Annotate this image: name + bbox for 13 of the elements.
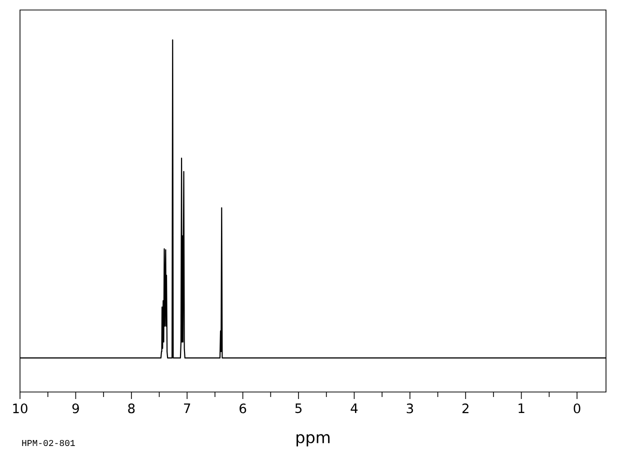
x-tick-label: 6 (240, 404, 246, 414)
x-tick-label: 1 (518, 404, 524, 413)
x-tick-label: 4 (350, 404, 358, 413)
x-tick-label: 5 (295, 404, 302, 414)
text: HPM-02-801 (22, 440, 75, 446)
x-tick-label: 2 (462, 404, 468, 414)
x-tick-label: 10 (13, 404, 28, 414)
x-tick-label: 7 (184, 404, 190, 413)
x-tick-label: 8 (128, 404, 135, 414)
x-tick-label: 9 (72, 404, 79, 414)
x-tick-label: 0 (574, 404, 580, 414)
x-tick-label: 3 (406, 404, 414, 414)
x-axis-title: ppm (296, 434, 330, 446)
